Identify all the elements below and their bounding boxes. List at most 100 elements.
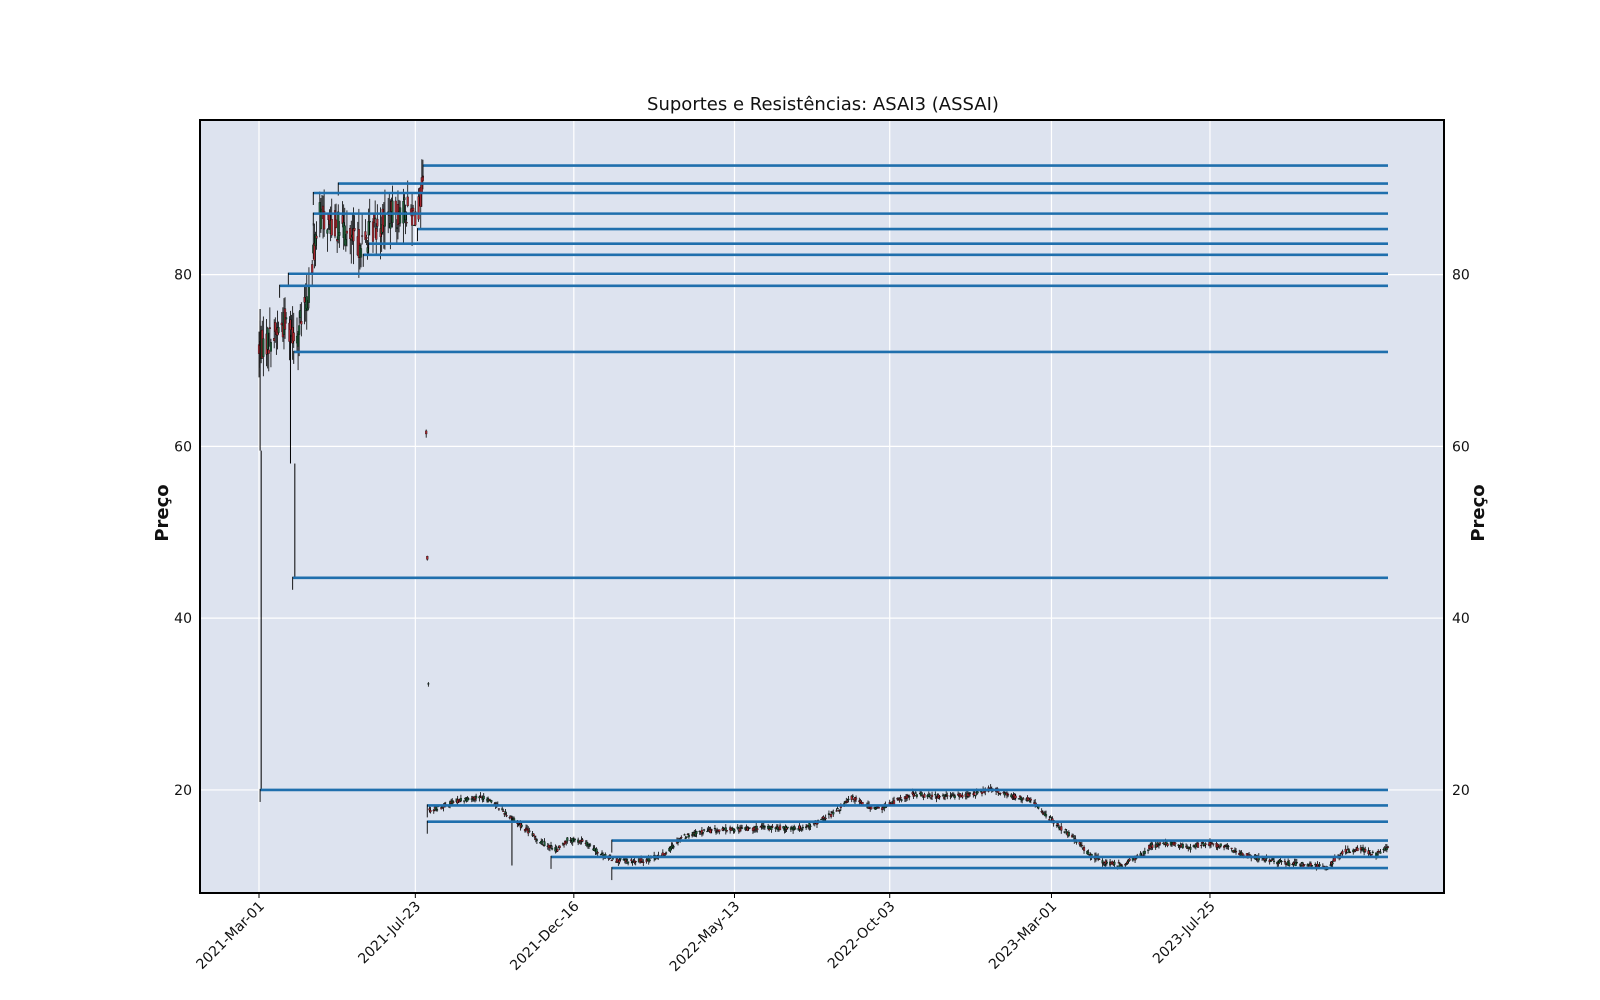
candle-body bbox=[1113, 861, 1116, 865]
candle-body bbox=[974, 795, 977, 797]
candle-body bbox=[1368, 850, 1371, 852]
candle-body bbox=[642, 861, 645, 863]
candle-body bbox=[907, 795, 910, 797]
candle-body bbox=[368, 221, 371, 223]
candle-body bbox=[1309, 863, 1312, 867]
y-tick-label-left: 80 bbox=[174, 268, 192, 284]
candle-body bbox=[345, 230, 348, 234]
candle-body bbox=[338, 232, 341, 236]
candle-body bbox=[482, 795, 485, 800]
candle-body bbox=[713, 827, 716, 830]
candle-body bbox=[1162, 842, 1165, 844]
x-tick-label: 2021-Jul-23 bbox=[355, 899, 424, 968]
candle-body bbox=[1271, 858, 1274, 860]
candle-body bbox=[412, 207, 415, 212]
candle-body bbox=[406, 196, 409, 207]
candle-body bbox=[517, 823, 520, 825]
candle-body bbox=[528, 830, 531, 833]
candle-body bbox=[1223, 846, 1226, 848]
candle-body bbox=[1064, 829, 1067, 831]
candle-body bbox=[1356, 847, 1359, 852]
candle-body bbox=[1156, 842, 1159, 845]
candle-body bbox=[768, 828, 771, 831]
candle-body bbox=[1341, 851, 1344, 855]
candle-body bbox=[786, 826, 789, 829]
candle-body bbox=[945, 794, 948, 796]
candle-body bbox=[923, 794, 926, 798]
candle-body bbox=[303, 297, 306, 303]
candle-body bbox=[428, 808, 431, 811]
candle-body bbox=[832, 812, 835, 815]
candle-body bbox=[767, 826, 770, 829]
candle-body bbox=[830, 813, 833, 817]
candle-body bbox=[1364, 849, 1367, 852]
candle-body bbox=[323, 210, 326, 230]
candle-body bbox=[1044, 814, 1048, 817]
candle-body bbox=[610, 859, 613, 862]
x-tick-label: 2021-Mar-01 bbox=[194, 899, 268, 973]
candle-body bbox=[541, 840, 544, 843]
candle-body bbox=[1098, 858, 1101, 860]
candle-body bbox=[944, 795, 947, 797]
candle-body bbox=[835, 810, 838, 812]
candle-body bbox=[779, 825, 782, 831]
candle-body bbox=[899, 797, 902, 799]
candle-body bbox=[266, 328, 269, 350]
candle-body bbox=[1105, 861, 1108, 864]
candle-body bbox=[344, 239, 347, 246]
candle-body bbox=[627, 861, 630, 864]
candle-body bbox=[1303, 864, 1306, 866]
candle-body bbox=[273, 338, 276, 341]
candle-body bbox=[478, 796, 481, 799]
candle-body bbox=[935, 797, 938, 800]
candle-body bbox=[479, 795, 482, 797]
candle-body bbox=[928, 794, 931, 797]
candle-body bbox=[262, 338, 265, 357]
candle-body bbox=[989, 787, 992, 789]
candle-body bbox=[330, 219, 333, 236]
candle-body bbox=[1006, 794, 1010, 796]
candle-body bbox=[680, 837, 683, 839]
candle-body bbox=[399, 207, 402, 224]
candle-body bbox=[820, 818, 823, 821]
candle-body bbox=[1371, 851, 1374, 853]
candle-body bbox=[859, 800, 862, 803]
candle-body bbox=[725, 830, 728, 832]
candle-body bbox=[289, 319, 292, 330]
candle-body bbox=[352, 228, 355, 242]
x-tick-label: 2023-Mar-01 bbox=[986, 899, 1060, 973]
candle-body bbox=[1072, 836, 1075, 838]
candle-body bbox=[805, 826, 808, 829]
candle-body bbox=[908, 796, 911, 798]
candle-body bbox=[1204, 843, 1207, 845]
candle-body bbox=[950, 794, 953, 797]
candle-body bbox=[1302, 865, 1305, 868]
candle-body bbox=[1087, 852, 1090, 855]
candle-body bbox=[581, 839, 584, 842]
candle-body bbox=[941, 795, 944, 797]
candle-body bbox=[874, 808, 877, 810]
candle-body bbox=[999, 792, 1002, 794]
candle-body bbox=[577, 839, 580, 843]
candle-body bbox=[394, 200, 397, 215]
candle-body bbox=[523, 829, 527, 832]
candle-body bbox=[361, 235, 364, 237]
candle-body bbox=[733, 829, 736, 832]
candle-body bbox=[640, 858, 643, 862]
candle-body bbox=[277, 327, 280, 333]
candle-body bbox=[280, 322, 283, 326]
candle-body bbox=[300, 320, 303, 325]
candle-body bbox=[881, 807, 884, 810]
candle-body bbox=[1329, 864, 1332, 866]
y-axis-label-left: Preço bbox=[152, 484, 173, 541]
candle-body bbox=[367, 221, 370, 236]
candle-body bbox=[1277, 863, 1280, 865]
x-tick-label: 2022-Oct-03 bbox=[825, 899, 899, 973]
candle-body bbox=[268, 327, 271, 330]
candle-body bbox=[695, 831, 698, 834]
candle-body bbox=[463, 800, 466, 802]
candle-body bbox=[599, 853, 603, 855]
candle-body bbox=[318, 202, 321, 214]
candle-body bbox=[600, 852, 604, 854]
